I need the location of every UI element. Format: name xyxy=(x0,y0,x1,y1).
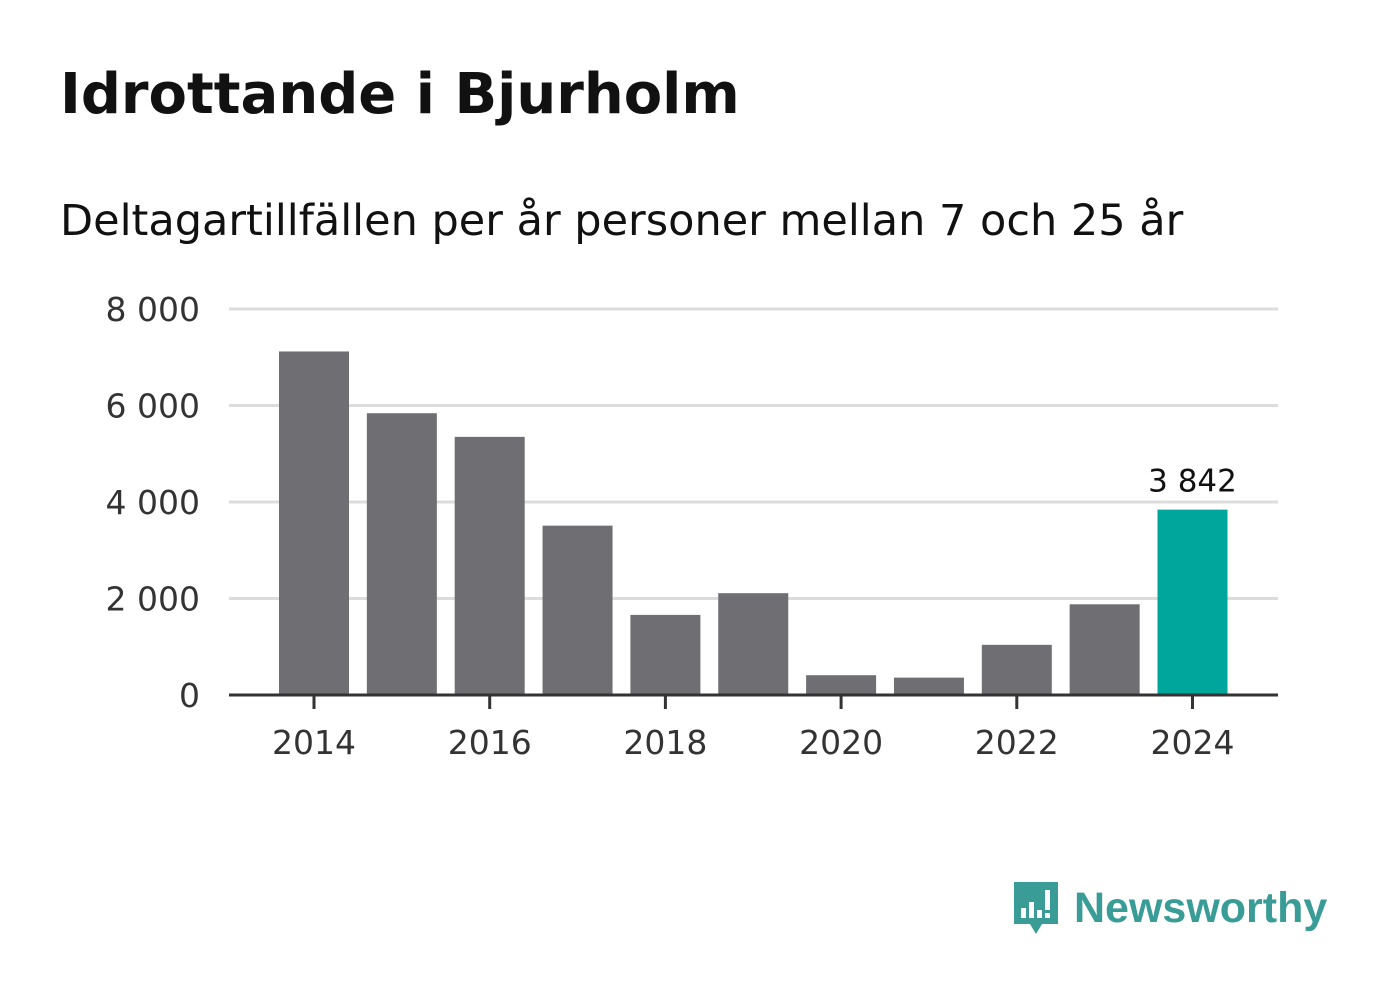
data-labels: 3 842 xyxy=(1148,464,1237,500)
y-tick-label: 6 000 xyxy=(106,387,200,426)
y-tick-label: 2 000 xyxy=(106,580,200,619)
x-tick-label: 2024 xyxy=(1151,723,1235,762)
x-axis-ticks: 2014 2016 2018 2020 2022 2024 xyxy=(272,695,1234,762)
x-tick-label: 2016 xyxy=(448,723,532,762)
bar-2016 xyxy=(454,436,525,695)
x-tick-label: 2020 xyxy=(799,723,883,762)
bar-2014 xyxy=(279,351,349,695)
newsworthy-brand: Newsworthy xyxy=(1010,878,1327,938)
y-axis-ticks: 0 2 000 4 000 6 000 8 000 xyxy=(106,290,200,715)
x-tick-label: 2018 xyxy=(623,723,707,762)
newsworthy-logo-icon xyxy=(1014,882,1058,934)
chart-title: Idrottande i Bjurholm xyxy=(60,62,740,127)
y-tick-label: 8 000 xyxy=(106,290,200,329)
bar-2015 xyxy=(366,413,437,695)
bar-2018 xyxy=(630,614,701,695)
x-tick-label: 2022 xyxy=(975,723,1059,762)
bar-2023 xyxy=(1069,604,1140,695)
y-tick-label: 0 xyxy=(179,676,200,715)
y-tick-label: 4 000 xyxy=(106,483,200,522)
bar-2022 xyxy=(981,644,1052,695)
brand-name: Newsworthy xyxy=(1074,883,1328,932)
bar-2019 xyxy=(718,593,789,695)
bars xyxy=(279,351,1228,695)
chart-subtitle: Deltagartillfällen per år personer mella… xyxy=(60,196,1184,246)
bar-2020 xyxy=(806,675,877,695)
bar-2017 xyxy=(542,525,613,695)
highlight-value-label: 3 842 xyxy=(1148,464,1237,500)
bar-2021 xyxy=(893,677,964,695)
x-tick-label: 2014 xyxy=(272,723,356,762)
bar-2024 xyxy=(1157,509,1228,695)
